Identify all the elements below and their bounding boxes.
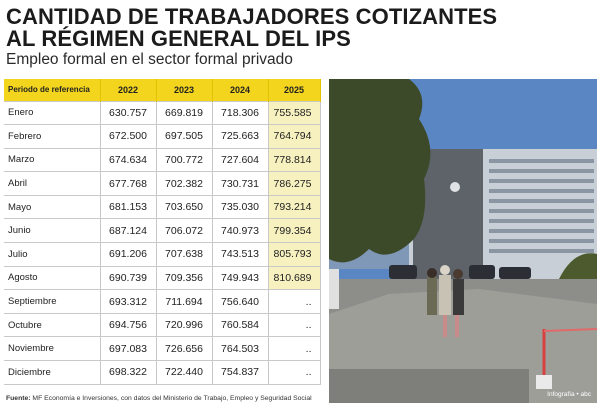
cell-period: Abril <box>4 171 101 196</box>
cell-2022: 691.206 <box>100 242 157 267</box>
cell-period: Mayo <box>4 194 101 219</box>
table-row: Septiembre 693.312 711.694 756.640.. <box>4 289 321 314</box>
cell-2024: 743.513 <box>212 242 269 267</box>
cell-2023: 702.382 <box>156 171 213 196</box>
cell-2024: 725.663 <box>212 124 269 149</box>
cell-2024: 727.604 <box>212 147 269 172</box>
cell-2022: 690.739 <box>100 265 157 290</box>
photo-illustration <box>329 79 597 403</box>
cell-2023: 706.072 <box>156 218 213 243</box>
table-row: Febrero 672.500 697.505 725.663 764.794 <box>4 124 321 149</box>
cell-period: Octubre <box>4 312 101 337</box>
cell-2022: 681.153 <box>100 194 157 219</box>
table-row: Agosto 690.739 709.356 749.943 810.689 <box>4 265 321 290</box>
source-label: Fuente: <box>6 395 31 402</box>
cell-2025: .. <box>268 336 321 361</box>
photo-person-left <box>329 269 339 309</box>
cell-2023: 697.505 <box>156 124 213 149</box>
cell-period: Diciembre <box>4 360 101 385</box>
cell-2025: 793.214 <box>268 194 321 219</box>
cell-2023: 707.638 <box>156 242 213 267</box>
cell-2024: 764.503 <box>212 336 269 361</box>
cell-2023: 703.650 <box>156 194 213 219</box>
cell-period: Enero <box>4 100 101 125</box>
photo-cars <box>389 265 531 279</box>
cell-2025: 778.814 <box>268 147 321 172</box>
cell-2023: 700.772 <box>156 147 213 172</box>
header-2022: 2022 <box>100 79 157 101</box>
cell-period: Marzo <box>4 147 101 172</box>
source-footer: Fuente: MF Economía e Inversiones, con d… <box>6 395 312 402</box>
cell-2022: 697.083 <box>100 336 157 361</box>
table-row: Octubre 694.756 720.996 760.584.. <box>4 312 321 337</box>
cell-period: Septiembre <box>4 289 101 314</box>
table-row: Mayo 681.153 703.650 735.030 793.214 <box>4 194 321 219</box>
cell-2024: 756.640 <box>212 289 269 314</box>
cell-2022: 693.312 <box>100 289 157 314</box>
cell-2024: 718.306 <box>212 100 269 125</box>
cell-2024: 740.973 <box>212 218 269 243</box>
cell-2025: 810.689 <box>268 265 321 290</box>
title-line-1: CANTIDAD DE TRABAJADORES COTIZANTES <box>6 4 498 29</box>
header-period: Periodo de referencia <box>4 79 101 101</box>
cell-2023: 722.440 <box>156 360 213 385</box>
cell-2022: 677.768 <box>100 171 157 196</box>
cell-2024: 749.943 <box>212 265 269 290</box>
cell-period: Julio <box>4 242 101 267</box>
cell-2025: 786.275 <box>268 171 321 196</box>
table-header-row: Periodo de referencia 2022 2023 2024 202… <box>4 79 321 101</box>
cell-2024: 730.731 <box>212 171 269 196</box>
cell-2022: 694.756 <box>100 312 157 337</box>
cell-2025: .. <box>268 360 321 385</box>
photo-clock <box>450 182 460 192</box>
cell-period: Febrero <box>4 124 101 149</box>
header-2023: 2023 <box>156 79 213 101</box>
photo-building-windows <box>489 159 594 253</box>
table-row: Abril 677.768 702.382 730.731 786.275 <box>4 171 321 196</box>
table-row: Junio 687.124 706.072 740.973 799.354 <box>4 218 321 243</box>
title-line-2: AL RÉGIMEN GENERAL DEL IPS <box>6 26 351 51</box>
cell-2025: 755.585 <box>268 100 321 125</box>
subtitle: Empleo formal en el sector formal privad… <box>6 51 293 68</box>
table-row: Julio 691.206 707.638 743.513 805.793 <box>4 242 321 267</box>
cell-2022: 698.322 <box>100 360 157 385</box>
cell-2022: 674.634 <box>100 147 157 172</box>
employment-table: Periodo de referencia 2022 2023 2024 202… <box>4 79 321 385</box>
photo-trees-left <box>329 79 431 263</box>
table-row: Diciembre 698.322 722.440 754.837.. <box>4 360 321 385</box>
cell-2024: 754.837 <box>212 360 269 385</box>
ips-building-photo: Infografía • abc <box>329 79 597 403</box>
header-2024: 2024 <box>212 79 269 101</box>
table-body: Enero 630.757 669.819 718.306 755.585 Febrero… <box>4 100 321 385</box>
cell-2023: 669.819 <box>156 100 213 125</box>
cell-period: Noviembre <box>4 336 101 361</box>
header-2025: 2025 <box>268 79 321 101</box>
cell-2025: .. <box>268 289 321 314</box>
cell-2022: 630.757 <box>100 100 157 125</box>
photo-barrier <box>536 328 597 389</box>
cell-period: Agosto <box>4 265 101 290</box>
photo-people <box>427 265 464 337</box>
cell-2023: 720.996 <box>156 312 213 337</box>
cell-2023: 709.356 <box>156 265 213 290</box>
cell-2023: 711.694 <box>156 289 213 314</box>
cell-period: Junio <box>4 218 101 243</box>
table-row: Marzo 674.634 700.772 727.604 778.814 <box>4 147 321 172</box>
cell-2022: 672.500 <box>100 124 157 149</box>
source-text: MF Economía e Inversiones, con datos del… <box>30 395 312 402</box>
cell-2025: 805.793 <box>268 242 321 267</box>
cell-2025: .. <box>268 312 321 337</box>
photo-crosswalk-shadow <box>329 369 529 403</box>
cell-2023: 726.656 <box>156 336 213 361</box>
table-row: Noviembre 697.083 726.656 764.503.. <box>4 336 321 361</box>
cell-2025: 799.354 <box>268 218 321 243</box>
cell-2024: 735.030 <box>212 194 269 219</box>
cell-2022: 687.124 <box>100 218 157 243</box>
cell-2025: 764.794 <box>268 124 321 149</box>
cell-2024: 760.584 <box>212 312 269 337</box>
table-row: Enero 630.757 669.819 718.306 755.585 <box>4 100 321 125</box>
photo-credit: Infografía • abc <box>547 391 591 398</box>
